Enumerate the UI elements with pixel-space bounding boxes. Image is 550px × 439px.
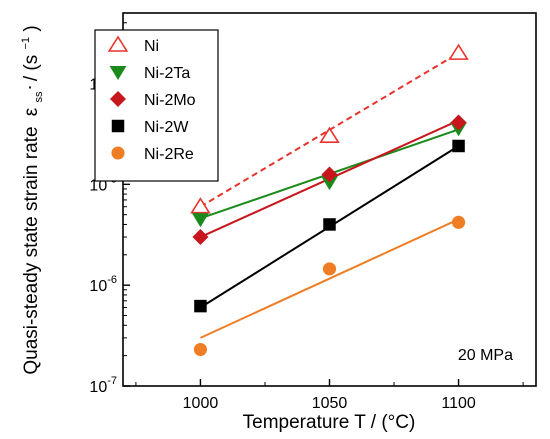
- x-tick-label: 1100: [441, 395, 476, 412]
- legend-marker-ni-2re: [111, 146, 125, 160]
- legend-label-ni-2mo: Ni-2Mo: [144, 92, 196, 109]
- data-point-ni-2w: [194, 299, 207, 313]
- fit-lines: [199, 52, 460, 339]
- y-tick-label: 10-6: [89, 274, 117, 295]
- data-points: [190, 43, 469, 357]
- data-point-ni: [190, 197, 211, 214]
- data-point-ni: [319, 126, 340, 144]
- data-point-ni-2re: [193, 342, 207, 357]
- fit-line-ni-2re: [200, 218, 459, 339]
- data-point-ni-2w: [323, 218, 336, 231]
- legend: Ni Ni-2Ta Ni-2Mo Ni-2W Ni-2Re: [94, 29, 219, 182]
- data-point-ni-2ta: [192, 213, 209, 228]
- legend-label-ni-2re: Ni-2Re: [144, 146, 194, 163]
- legend-marker-ni-2ta: [109, 66, 127, 80]
- y-axis-title: Quasi-steady state strain rate ε ss / (s…: [13, 25, 47, 374]
- data-point-ni: [448, 43, 469, 60]
- legend-label-ni-2ta: Ni-2Ta: [144, 65, 190, 82]
- data-point-ni-2w: [452, 139, 465, 153]
- legend-marker-ni: [107, 35, 129, 52]
- condition-annotation: 20 MPa: [458, 347, 513, 364]
- data-point-ni-2ta: [321, 176, 338, 191]
- data-point-ni-2mo: [450, 114, 467, 131]
- x-axis-title: Temperature T / (°C): [243, 412, 416, 433]
- legend-marker-ni-2mo: [110, 91, 126, 107]
- data-point-ni-2mo: [192, 229, 209, 246]
- legend-label-ni: Ni: [144, 38, 159, 55]
- data-point-ni-2re: [322, 262, 337, 276]
- y-tick-label: 10-7: [89, 375, 117, 396]
- legend-label-ni-2w: Ni-2W: [144, 119, 189, 136]
- data-point-ni-2re: [452, 215, 466, 229]
- y-axis-title-dot: ·: [27, 77, 33, 98]
- data-point-ni-2mo: [321, 166, 338, 183]
- x-axis-ticks: 1000 1050 1100: [135, 379, 524, 412]
- legend-marker-ni-2w: [111, 119, 125, 133]
- x-tick-label: 1050: [312, 395, 348, 412]
- x-tick-label: 1000: [183, 395, 219, 412]
